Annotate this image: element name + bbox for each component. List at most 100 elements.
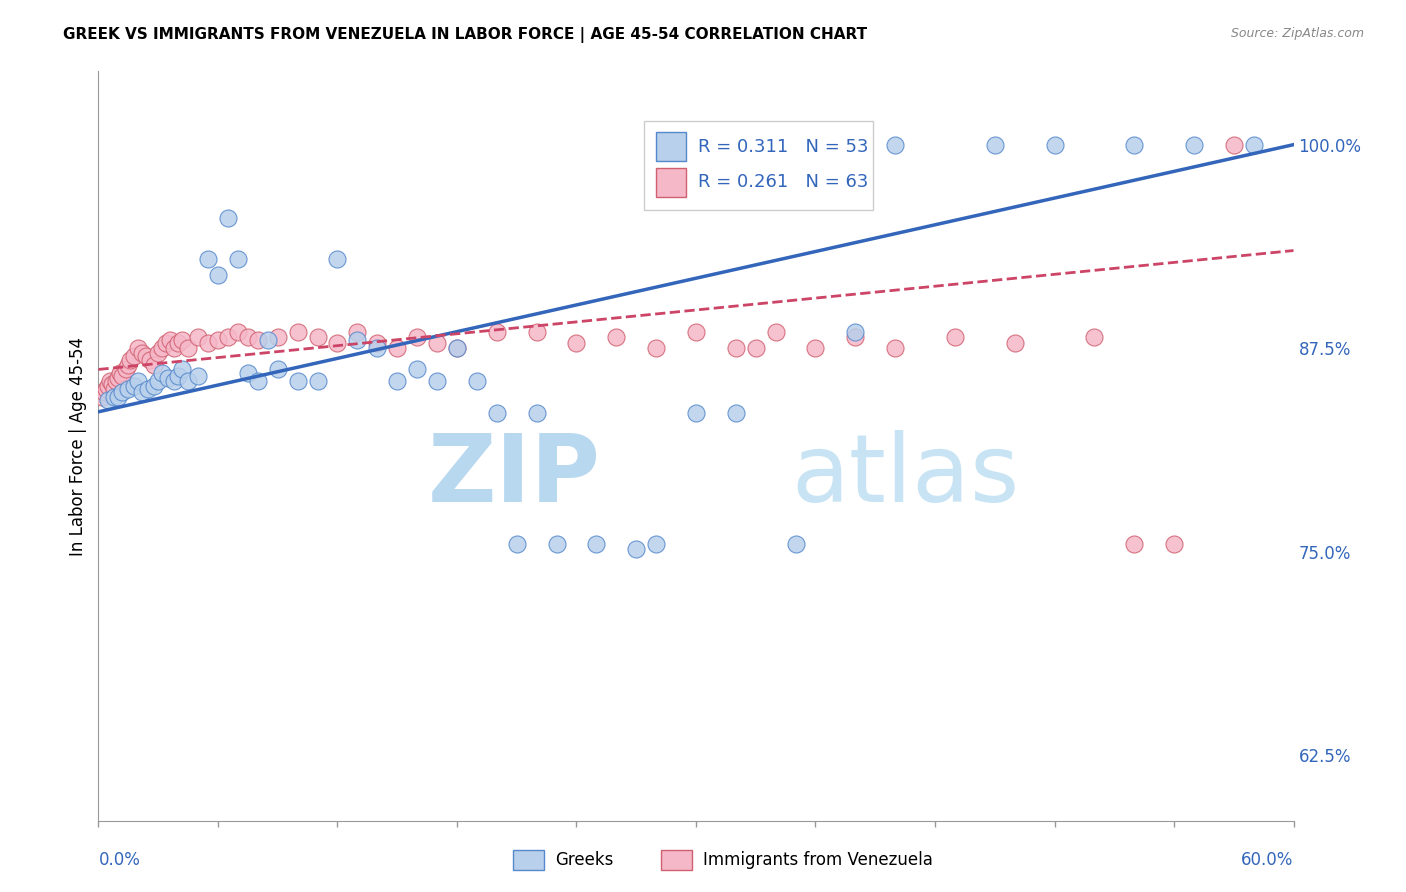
Point	[131, 346, 153, 360]
Point	[307, 330, 329, 344]
Point	[326, 336, 349, 351]
Point	[745, 341, 768, 355]
Point	[167, 336, 190, 351]
Point	[226, 325, 249, 339]
Point	[366, 341, 388, 355]
Point	[685, 325, 707, 339]
Point	[346, 333, 368, 347]
Point	[155, 336, 177, 351]
Text: 0.0%: 0.0%	[98, 851, 141, 869]
Point	[267, 330, 290, 344]
Point	[236, 330, 259, 344]
Point	[150, 341, 173, 355]
Point	[103, 390, 125, 404]
Point	[207, 268, 229, 282]
Point	[1123, 137, 1146, 152]
Point	[187, 368, 209, 383]
Point	[485, 406, 508, 420]
Point	[585, 537, 607, 551]
Point	[426, 336, 449, 351]
Point	[246, 374, 269, 388]
Point	[626, 541, 648, 556]
Point	[246, 333, 269, 347]
Point	[187, 330, 209, 344]
Point	[177, 341, 200, 355]
Point	[139, 352, 162, 367]
Text: R = 0.311   N = 53: R = 0.311 N = 53	[697, 137, 869, 156]
Point	[226, 252, 249, 266]
Point	[111, 385, 134, 400]
Point	[645, 537, 668, 551]
Point	[506, 537, 529, 551]
Point	[96, 382, 118, 396]
Point	[197, 336, 219, 351]
Point	[785, 537, 807, 551]
Point	[120, 352, 142, 367]
Point	[844, 325, 866, 339]
Point	[91, 390, 114, 404]
Point	[765, 325, 787, 339]
Point	[150, 366, 173, 380]
Point	[1123, 537, 1146, 551]
Point	[98, 374, 122, 388]
Point	[163, 374, 186, 388]
Point	[105, 374, 128, 388]
Y-axis label: In Labor Force | Age 45-54: In Labor Force | Age 45-54	[69, 336, 87, 556]
Point	[236, 366, 259, 380]
Point	[1243, 137, 1265, 152]
Point	[136, 382, 159, 396]
Point	[217, 330, 239, 344]
Point	[1004, 336, 1026, 351]
Point	[117, 358, 139, 372]
Point	[163, 341, 186, 355]
Point	[197, 252, 219, 266]
Point	[605, 330, 627, 344]
Point	[143, 358, 166, 372]
Point	[465, 374, 488, 388]
Text: R = 0.261   N = 63: R = 0.261 N = 63	[697, 173, 868, 192]
Point	[645, 341, 668, 355]
Point	[984, 137, 1007, 152]
Point	[326, 252, 349, 266]
Point	[406, 330, 429, 344]
Point	[943, 330, 966, 344]
Point	[1083, 330, 1105, 344]
Point	[804, 341, 827, 355]
Point	[346, 325, 368, 339]
Text: GREEK VS IMMIGRANTS FROM VENEZUELA IN LABOR FORCE | AGE 45-54 CORRELATION CHART: GREEK VS IMMIGRANTS FROM VENEZUELA IN LA…	[63, 27, 868, 43]
Point	[124, 350, 146, 364]
Point	[526, 406, 548, 420]
Point	[97, 378, 120, 392]
Text: Greeks: Greeks	[555, 851, 614, 869]
Point	[107, 370, 129, 384]
Point	[565, 336, 588, 351]
Point	[884, 341, 907, 355]
Point	[844, 330, 866, 344]
Point	[1223, 137, 1246, 152]
Point	[97, 393, 120, 408]
Point	[127, 374, 149, 388]
Point	[124, 378, 146, 392]
Point	[307, 374, 329, 388]
Point	[148, 374, 170, 388]
Point	[143, 378, 166, 392]
Point	[287, 374, 309, 388]
Point	[172, 362, 194, 376]
Point	[131, 385, 153, 400]
Point	[385, 341, 409, 355]
Point	[446, 341, 468, 355]
Point	[1163, 537, 1185, 551]
Point	[177, 374, 200, 388]
Point	[103, 382, 125, 396]
Point	[110, 366, 132, 380]
Point	[127, 341, 149, 355]
Point	[148, 346, 170, 360]
Point	[207, 333, 229, 347]
Point	[256, 333, 278, 347]
Point	[724, 406, 747, 420]
Point	[446, 341, 468, 355]
Point	[167, 368, 190, 383]
Point	[1182, 137, 1205, 152]
Point	[93, 385, 115, 400]
Point	[685, 406, 707, 420]
